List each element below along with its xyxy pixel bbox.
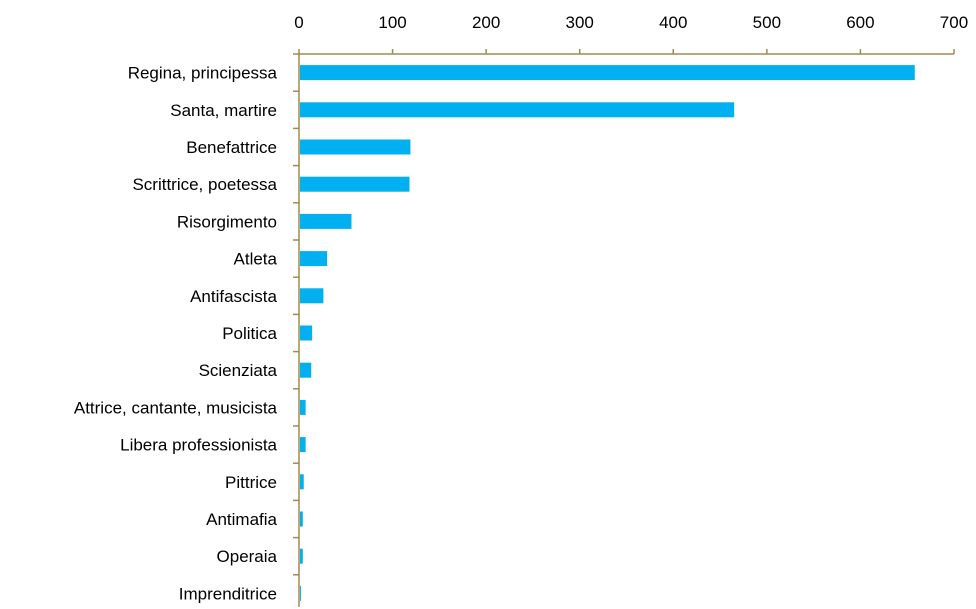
category-label: Attrice, cantante, musicista <box>74 398 278 417</box>
category-label: Operaia <box>217 547 278 566</box>
x-tick-label: 700 <box>940 13 968 32</box>
category-label: Benefattrice <box>186 138 277 157</box>
x-tick-label: 0 <box>294 13 303 32</box>
category-label: Scienziata <box>199 361 278 380</box>
category-label: Atleta <box>234 250 278 269</box>
bar <box>300 399 306 415</box>
category-label: Antimafia <box>206 510 277 529</box>
category-label: Scrittrice, poetessa <box>132 175 277 194</box>
bar <box>300 213 352 229</box>
category-label: Politica <box>222 324 277 343</box>
bar <box>300 585 301 601</box>
bar <box>300 139 411 155</box>
category-label: Pittrice <box>225 473 277 492</box>
x-tick-label: 500 <box>753 13 781 32</box>
bar <box>300 102 735 118</box>
category-label: Imprenditrice <box>179 584 277 603</box>
category-labels: Regina, principessa Santa, martire Benefat… <box>74 64 278 604</box>
x-tick-label: 200 <box>472 13 500 32</box>
x-tick-label: 400 <box>659 13 687 32</box>
bar <box>300 362 312 378</box>
bar <box>300 176 410 192</box>
category-label: Regina, principessa <box>128 64 278 83</box>
bar <box>300 437 306 453</box>
bars <box>300 65 915 601</box>
bar <box>300 325 313 341</box>
category-label: Antifascista <box>190 287 277 306</box>
bar <box>300 288 324 304</box>
bar <box>300 251 328 267</box>
x-tick-label: 300 <box>566 13 594 32</box>
bar <box>300 65 915 81</box>
x-axis: 0 100 200 300 400 500 600 700 <box>294 13 968 55</box>
bar <box>300 548 303 564</box>
category-label: Libera professionista <box>120 436 277 455</box>
x-tick-label: 600 <box>846 13 874 32</box>
x-tick-label: 100 <box>378 13 406 32</box>
category-label: Santa, martire <box>170 101 277 120</box>
bar <box>300 511 303 527</box>
category-label: Risorgimento <box>177 212 277 231</box>
bar <box>300 474 304 490</box>
y-axis <box>293 53 300 607</box>
